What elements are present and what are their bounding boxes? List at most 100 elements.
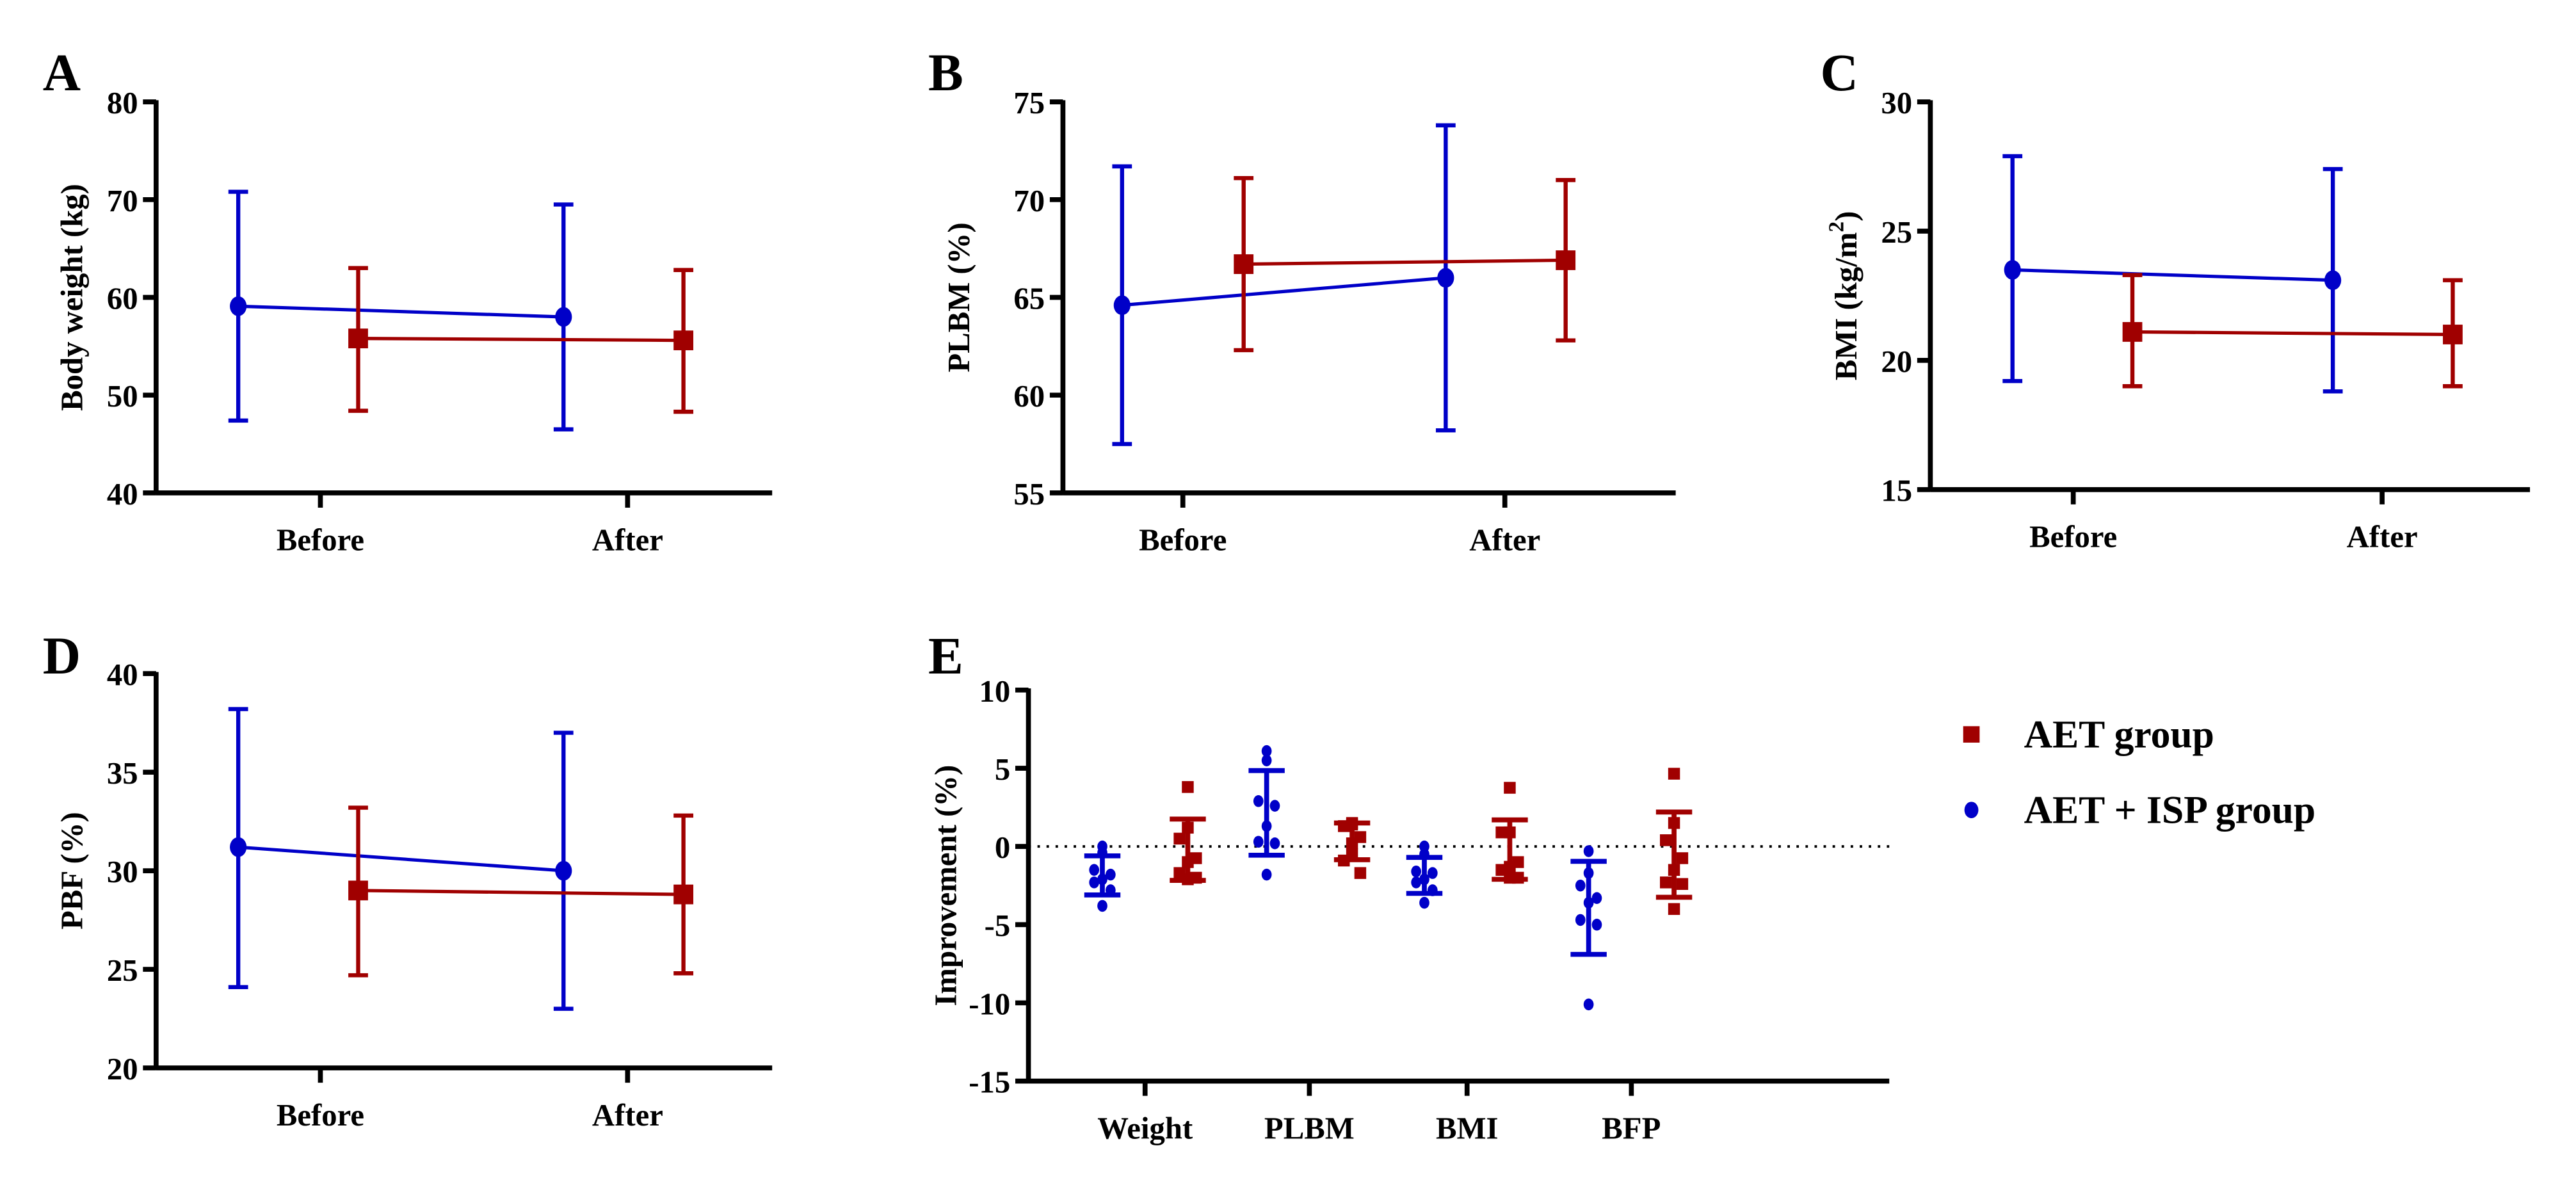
y-tick-label: 60 <box>1013 379 1045 414</box>
x-tick-label: Before <box>277 1098 364 1133</box>
x-tick-label: Before <box>277 523 364 558</box>
data-point <box>1105 868 1116 881</box>
data-point <box>1583 845 1594 857</box>
data-point <box>1234 254 1254 274</box>
series-line <box>2012 268 2333 282</box>
legend-label: AET + ISP group <box>2024 789 2316 832</box>
x-tick-label: After <box>1469 523 1540 558</box>
data-point <box>1419 896 1429 909</box>
data-point <box>1575 879 1586 892</box>
y-tick-label: 40 <box>107 477 138 512</box>
y-tick-label: 25 <box>1881 215 1912 250</box>
data-point <box>1591 892 1602 904</box>
series-aet-isp <box>1084 745 1607 1011</box>
series-aet-isp <box>228 707 574 1011</box>
panel-e: E -15 -10 -5 0 5 10 Weight PLBM BMI BFP Improvement… <box>928 627 1890 1145</box>
y-tick-label: 80 <box>107 86 138 120</box>
panel-label: B <box>928 44 963 102</box>
data-point <box>1173 832 1186 845</box>
data-point <box>348 328 368 349</box>
y-tick-label: 75 <box>1013 86 1045 120</box>
x-tick-label: Before <box>2029 520 2117 554</box>
data-point <box>1269 837 1280 850</box>
y-axis-title: Improvement (%) <box>929 765 963 1006</box>
data-point <box>1659 834 1672 846</box>
legend-square-marker <box>1963 726 1980 743</box>
x-tick-label: BFP <box>1602 1111 1661 1145</box>
x-tick-label: Before <box>1139 523 1227 558</box>
y-tick-label: 55 <box>1013 477 1045 512</box>
y-tick-label: 5 <box>995 752 1010 787</box>
x-tick-label: BMI <box>1436 1111 1499 1145</box>
data-point <box>1269 800 1280 812</box>
series-line <box>238 304 564 319</box>
legend-circle-marker <box>1964 802 1979 818</box>
data-point <box>348 880 368 901</box>
data-point <box>1556 250 1576 270</box>
y-axis-title-main: BMI (kg/m <box>1829 232 1864 381</box>
data-point <box>1676 878 1689 891</box>
data-point <box>1575 914 1586 926</box>
y-tick-label: 30 <box>107 855 138 889</box>
panel-label: D <box>43 627 81 685</box>
series-line <box>358 889 684 896</box>
data-point <box>1182 781 1194 793</box>
y-tick-label: 10 <box>979 674 1011 709</box>
y-axis-title-superscript: 2 <box>1824 222 1848 232</box>
series-aet <box>2122 273 2463 389</box>
data-point <box>230 837 247 857</box>
series-aet <box>1170 768 1693 916</box>
panel-label: C <box>1820 44 1858 102</box>
data-point <box>1676 852 1689 864</box>
y-tick-label: 15 <box>1881 474 1912 508</box>
legend-label: AET group <box>2024 713 2214 757</box>
data-point <box>1427 867 1438 879</box>
data-point <box>230 296 247 316</box>
y-tick-label: 20 <box>107 1052 138 1086</box>
data-point <box>1437 268 1454 288</box>
series-aet-isp <box>228 190 574 432</box>
y-tick-label: 30 <box>1881 86 1912 120</box>
series-line <box>1243 258 1566 266</box>
data-point <box>1668 903 1680 916</box>
data-point <box>1261 754 1272 767</box>
y-axis-title-end: ) <box>1829 211 1864 222</box>
data-point <box>1261 868 1272 881</box>
y-tick-label: 60 <box>107 281 138 316</box>
data-point <box>1253 795 1264 807</box>
y-axis-title: PBF (%) <box>54 812 89 930</box>
y-tick-label: -15 <box>969 1065 1010 1100</box>
data-point <box>1261 745 1272 757</box>
y-tick-label: 35 <box>107 756 138 791</box>
panel-label: E <box>928 627 963 685</box>
data-point <box>2324 270 2342 291</box>
data-point <box>1411 876 1422 889</box>
data-point <box>673 884 694 905</box>
panel-label: A <box>43 44 81 102</box>
data-point <box>1113 295 1131 316</box>
data-point <box>2004 260 2021 280</box>
series-line <box>237 845 564 873</box>
legend: AET group AET + ISP group <box>1963 713 2315 832</box>
data-point <box>1354 867 1367 879</box>
y-tick-label: 50 <box>107 379 138 414</box>
series-aet-isp <box>2002 154 2343 394</box>
y-axis-title: BMI (kg/m2) <box>1824 211 1864 380</box>
data-point <box>1253 835 1264 848</box>
series-aet <box>348 805 694 978</box>
data-point <box>1659 876 1672 889</box>
y-tick-label: 70 <box>107 184 138 218</box>
y-axis-title: Body weight (kg) <box>54 184 89 411</box>
y-tick-label: 65 <box>1013 281 1045 316</box>
panel-d: D 20 25 30 35 40 Before After PBF (%) <box>43 627 773 1133</box>
data-point <box>1089 864 1100 876</box>
panel-c: C 15 20 25 30 Before After BMI (kg/m2) <box>1820 44 2531 554</box>
data-point <box>1495 826 1508 839</box>
series-aet-isp <box>1112 123 1456 446</box>
y-tick-label: 0 <box>995 830 1010 865</box>
data-point <box>1089 876 1100 889</box>
data-point <box>1097 900 1107 912</box>
data-point <box>1504 782 1516 794</box>
series-line <box>1122 276 1446 307</box>
y-axis-title: PLBM (%) <box>942 222 976 372</box>
